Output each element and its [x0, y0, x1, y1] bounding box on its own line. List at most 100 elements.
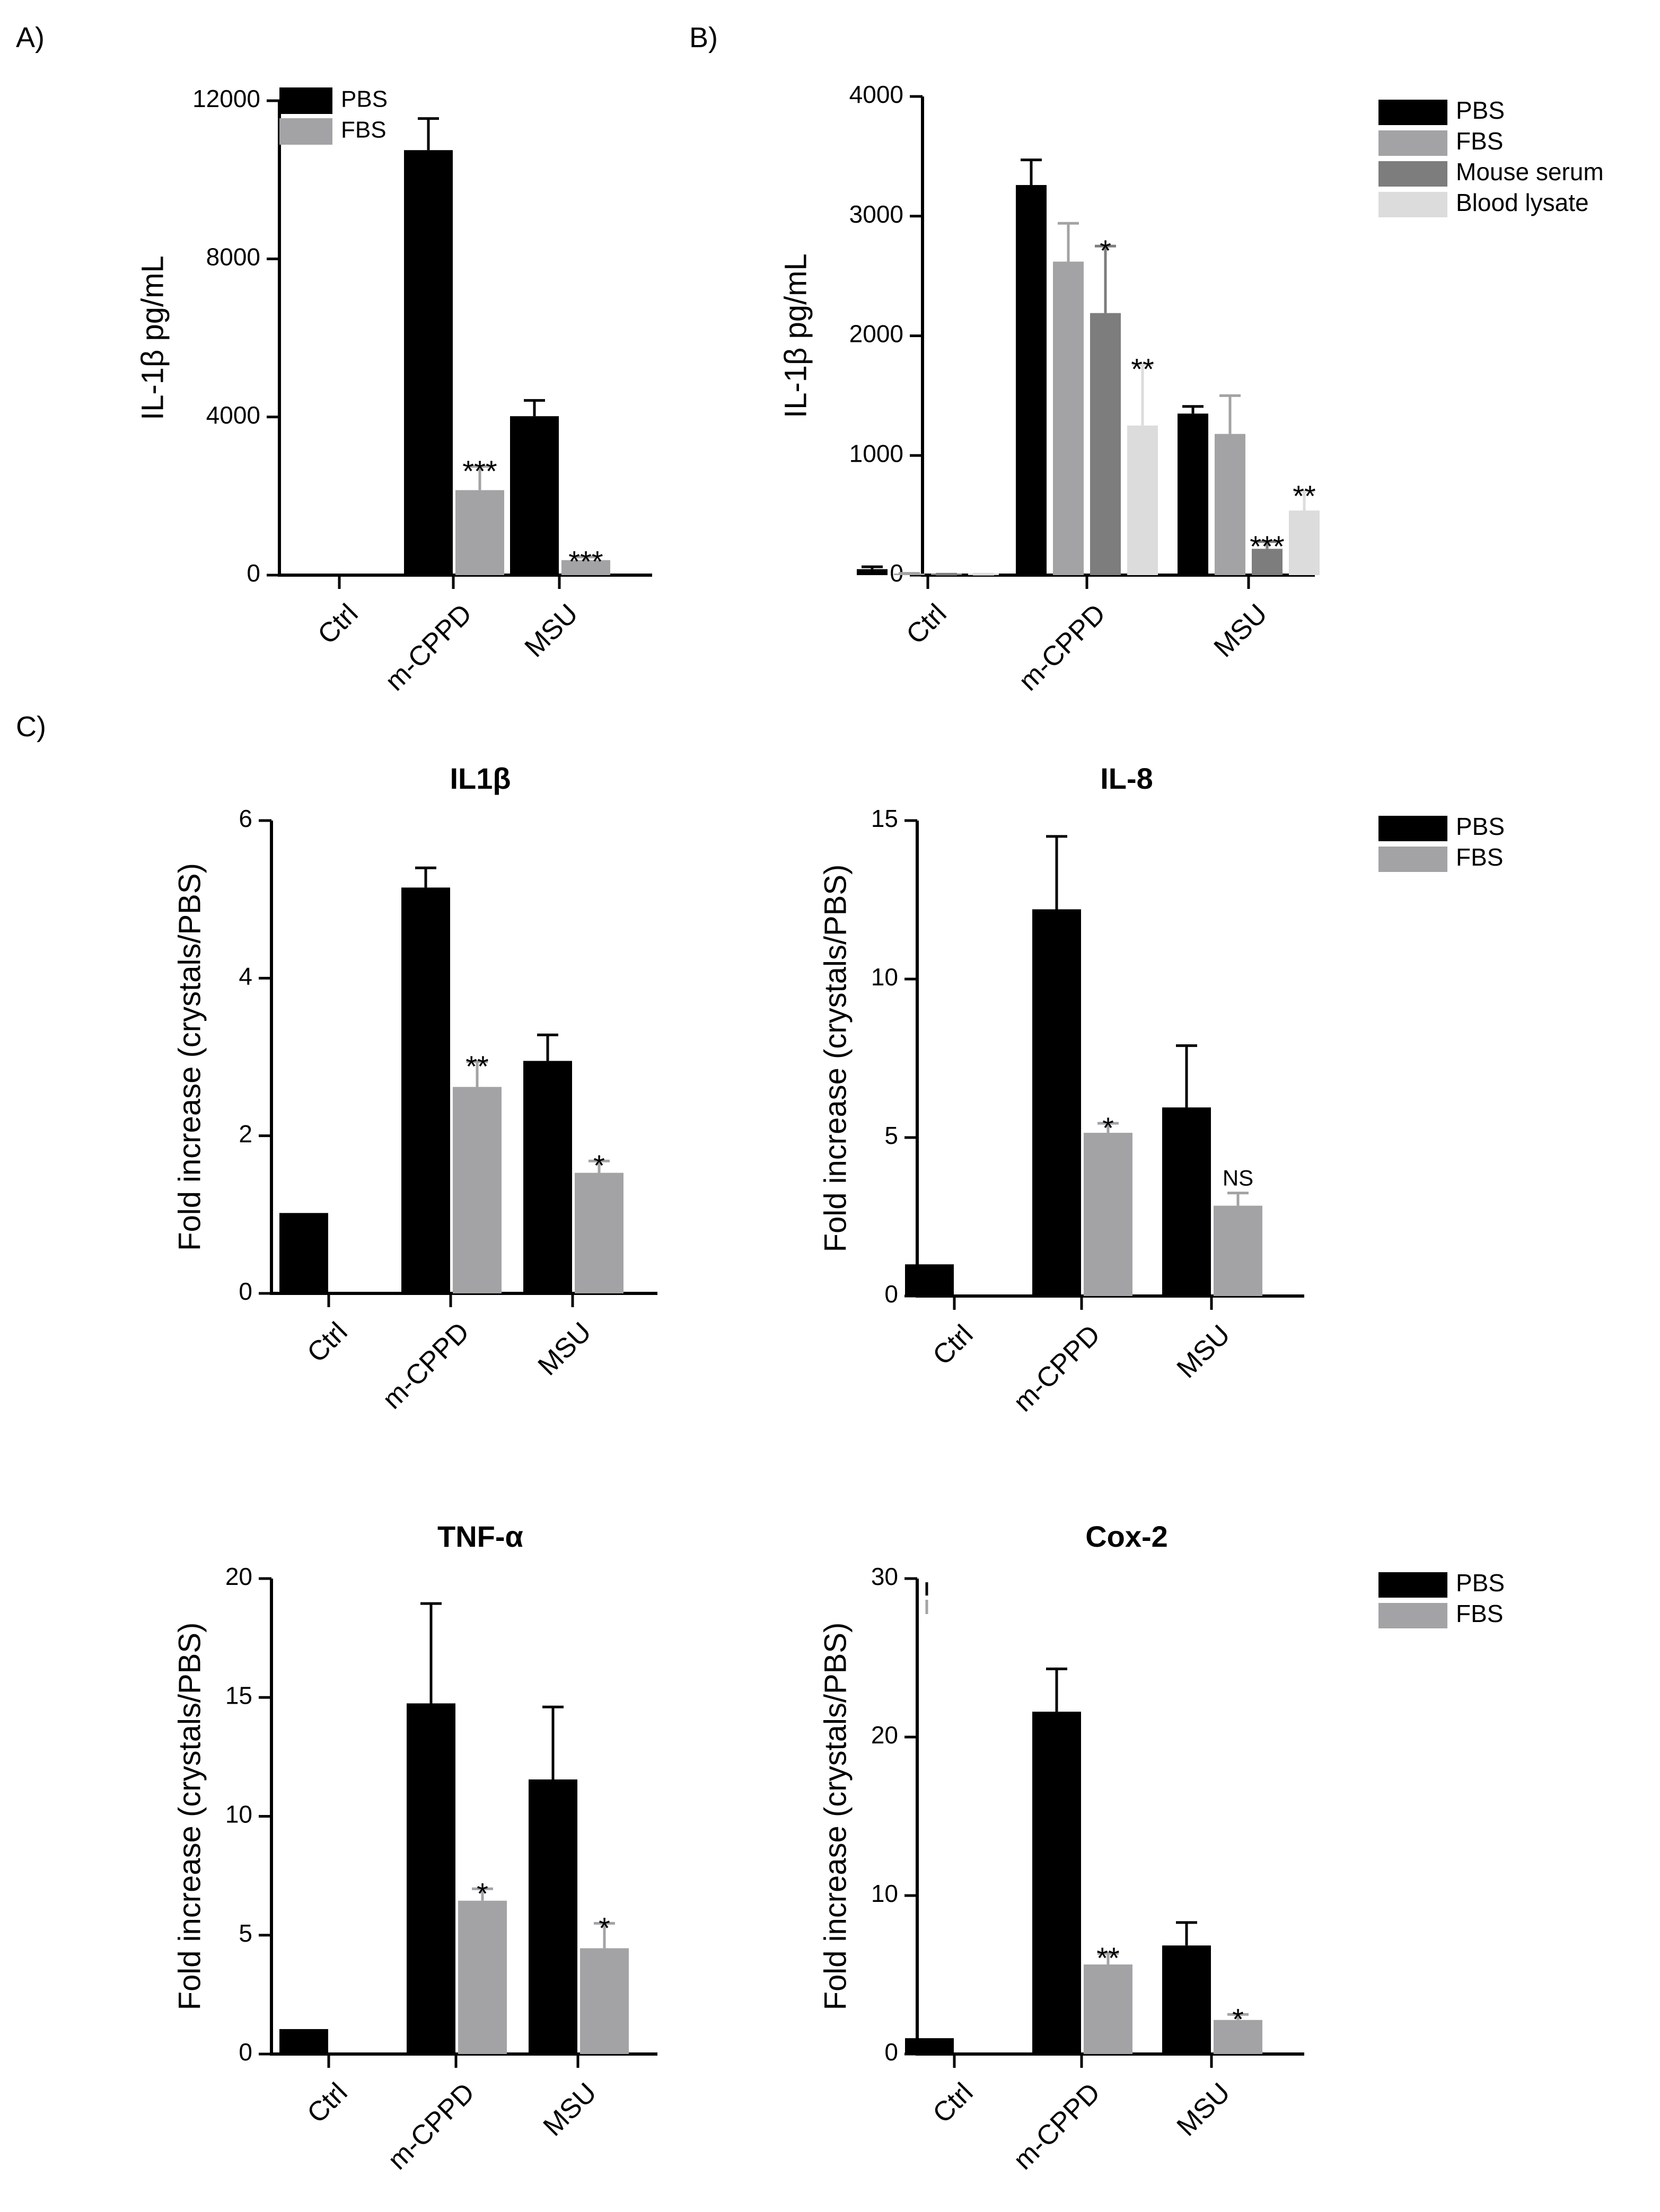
chart-title-c4: Cox-2 — [1085, 1520, 1168, 1553]
y-tick-label-b: 0 — [890, 559, 903, 587]
y-axis-title-c2: Fold increase (crystals/PBS) — [818, 865, 853, 1253]
legend-swatch-a — [279, 87, 332, 114]
y-axis-title-c4: Fold increase (crystals/PBS) — [818, 1623, 853, 2011]
bar-c2-fbs — [1214, 1205, 1262, 1296]
y-axis-title-c3: Fold increase (crystals/PBS) — [172, 1623, 207, 2011]
y-axis-title-c1: Fold increase (crystals/PBS) — [172, 863, 207, 1251]
x-tick-label-c3: Ctrl — [301, 2077, 353, 2129]
chart-title-c1: IL1β — [450, 762, 511, 795]
bar-a-pbs — [404, 150, 453, 576]
panel-label-b: B) — [689, 22, 718, 54]
x-tick-label-b: m-CPPD — [1013, 598, 1111, 697]
bar-b-pbs — [1178, 413, 1208, 575]
x-tick-label-a: MSU — [519, 598, 584, 663]
bar-c2-pbs — [905, 1264, 954, 1296]
y-tick-label-c3: 15 — [225, 1681, 252, 1709]
legend-swatch-c1 — [1378, 847, 1447, 872]
y-tick-label-c1: 6 — [239, 805, 252, 832]
y-axis-title-b: IL-1β pg/mL — [778, 253, 813, 418]
legend-swatch-c4 — [1378, 1572, 1447, 1598]
legend-swatch-a — [279, 118, 332, 145]
bar-c1-pbs — [401, 887, 450, 1293]
legend-swatch-b — [1378, 161, 1447, 187]
significance-label-c1: * — [593, 1149, 605, 1182]
bar-b-pbs — [1016, 185, 1047, 575]
legend-swatch-b — [1378, 130, 1447, 156]
bar-b-mouse-serum — [1252, 549, 1283, 575]
bar-c3-fbs — [458, 1900, 507, 2054]
y-tick-label-c2: 0 — [884, 1280, 898, 1308]
significance-label-b: ** — [1293, 479, 1316, 513]
y-tick-label-c4: 30 — [871, 1563, 898, 1590]
bar-c4-fbs — [1084, 1964, 1132, 2054]
significance-label-c4: ** — [1096, 1941, 1120, 1975]
bar-a-fbs — [561, 560, 610, 575]
bar-c1-pbs — [523, 1061, 572, 1293]
y-tick-label-a: 4000 — [206, 401, 260, 429]
y-tick-label-c3: 0 — [239, 2038, 252, 2066]
bar-b-pbs — [857, 569, 888, 575]
x-tick-label-c4: m-CPPD — [1007, 2077, 1106, 2175]
y-tick-label-b: 2000 — [849, 320, 903, 348]
bar-b-fbs — [894, 574, 925, 575]
bar-c1-fbs — [575, 1173, 623, 1293]
panel-label-a: A) — [16, 22, 45, 54]
x-tick-label-b: MSU — [1208, 598, 1273, 663]
x-tick-label-c2: m-CPPD — [1007, 1319, 1106, 1417]
significance-label-a: *** — [568, 545, 603, 578]
x-tick-label-a: m-CPPD — [379, 598, 478, 697]
significance-label-c2: * — [1102, 1111, 1114, 1144]
y-tick-label-c3: 5 — [239, 1919, 252, 1947]
legend-label-c4: FBS — [1456, 1600, 1503, 1627]
legend-label-b: Mouse serum — [1456, 158, 1604, 186]
x-tick-label-c1: Ctrl — [301, 1316, 353, 1368]
bar-c1-fbs — [453, 1087, 502, 1293]
legend-label-a: PBS — [341, 86, 388, 112]
legend-label-a: FBS — [341, 117, 387, 143]
y-tick-label-c2: 10 — [871, 963, 898, 991]
y-tick-label-b: 3000 — [849, 200, 903, 228]
legend-swatch-b — [1378, 100, 1447, 125]
significance-label-c3: * — [477, 1876, 488, 1910]
legend-label-b: Blood lysate — [1456, 189, 1589, 216]
chart-title-c3: TNF-α — [437, 1520, 523, 1553]
significance-label-c1: ** — [465, 1050, 489, 1083]
y-tick-label-c4: 10 — [871, 1880, 898, 1907]
bar-b-blood-lysate — [1289, 510, 1320, 575]
significance-label-b: ** — [1131, 352, 1154, 386]
legend-swatch-c4 — [1378, 1603, 1447, 1628]
x-tick-label-c1: m-CPPD — [376, 1316, 475, 1415]
significance-label-c2: NS — [1223, 1166, 1253, 1191]
bar-c4-pbs — [905, 2038, 954, 2054]
y-tick-label-b: 4000 — [849, 81, 903, 108]
legend-label-b: PBS — [1456, 96, 1505, 124]
bar-a-fbs — [455, 490, 504, 575]
x-tick-label-c3: MSU — [538, 2077, 603, 2142]
bar-a-pbs — [510, 416, 559, 575]
legend-label-b: FBS — [1456, 127, 1503, 155]
bar-b-fbs — [1215, 434, 1245, 575]
y-tick-label-c1: 0 — [239, 1277, 252, 1305]
y-tick-label-a: 8000 — [206, 243, 260, 270]
bar-c4-pbs — [1162, 1945, 1211, 2054]
bar-b-mouse-serum — [1090, 313, 1121, 575]
bar-c1-pbs — [279, 1213, 328, 1293]
y-tick-label-a: 12000 — [192, 85, 260, 112]
x-tick-label-a: Ctrl — [312, 598, 364, 650]
x-tick-label-b: Ctrl — [900, 598, 952, 650]
x-tick-label-c2: MSU — [1171, 1319, 1236, 1384]
bar-b-mouse-serum — [931, 574, 962, 575]
y-tick-label-c3: 20 — [225, 1563, 252, 1590]
significance-label-a: *** — [462, 454, 497, 488]
bar-c3-pbs — [279, 2029, 328, 2054]
significance-label-b: * — [1100, 234, 1111, 267]
legend-swatch-c1 — [1378, 816, 1447, 841]
y-tick-label-c1: 2 — [239, 1120, 252, 1148]
y-tick-label-c4: 0 — [884, 2038, 898, 2066]
chart-title-c2: IL-8 — [1100, 762, 1153, 795]
legend-label-c4: PBS — [1456, 1569, 1505, 1597]
x-tick-label-c4: MSU — [1171, 2077, 1236, 2142]
significance-label-b: *** — [1250, 530, 1284, 563]
